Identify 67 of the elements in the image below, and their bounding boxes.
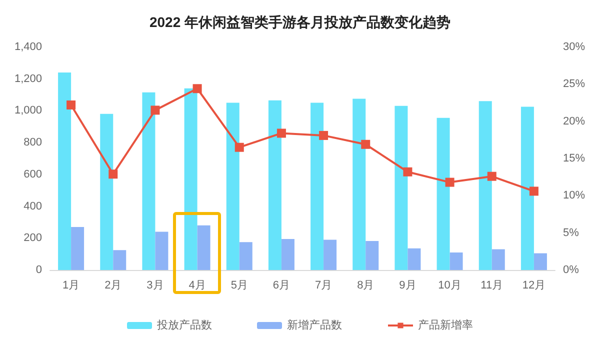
legend-label: 产品新增率	[418, 318, 473, 332]
y-tick-label: 600	[24, 168, 42, 180]
point	[276, 128, 286, 138]
bar	[197, 225, 210, 270]
bar	[239, 242, 252, 270]
point	[529, 186, 538, 196]
bar	[436, 118, 450, 270]
point	[150, 106, 160, 115]
x-tick-label: 9月	[399, 280, 416, 292]
bar	[394, 106, 408, 270]
point	[403, 167, 412, 176]
x-tick-label: 12月	[522, 280, 546, 292]
bar	[281, 238, 294, 270]
y-tick-label: 800	[24, 136, 42, 149]
y2-tick-label: 15%	[563, 152, 586, 164]
x-tick-label: 4月	[188, 280, 206, 292]
bar	[113, 250, 126, 270]
x-tick-label: 1月	[62, 280, 80, 292]
y-tick-label: 1,400	[14, 41, 42, 53]
y-tick-label: 1,000	[14, 104, 42, 117]
y-tick-label: 400	[24, 200, 42, 212]
x-tick-label: 5月	[230, 280, 248, 292]
point	[361, 140, 370, 149]
bar	[155, 232, 168, 270]
bar	[352, 98, 366, 270]
bar	[324, 240, 337, 270]
bar	[366, 241, 379, 270]
bar	[478, 101, 492, 270]
point	[66, 100, 76, 110]
point	[192, 84, 202, 94]
bar	[520, 106, 534, 270]
y-tick-label: 0	[36, 264, 42, 276]
bar	[100, 114, 114, 270]
bar	[268, 100, 282, 270]
point	[108, 170, 118, 179]
bar	[142, 92, 156, 270]
bar	[450, 252, 463, 270]
point	[445, 178, 454, 187]
x-tick-label: 11月	[480, 280, 504, 292]
y2-tick-label: 5%	[563, 226, 580, 239]
point	[234, 142, 244, 152]
bar	[58, 72, 72, 270]
y-tick-label: 1,200	[14, 72, 42, 85]
bar	[310, 102, 324, 270]
x-tick-label: 10月	[438, 280, 462, 292]
y-tick-label: 200	[24, 232, 42, 244]
y2-tick-label: 20%	[563, 115, 586, 128]
x-tick-label: 3月	[146, 280, 164, 292]
point	[487, 172, 496, 181]
x-tick-label: 7月	[314, 280, 332, 292]
bar	[71, 226, 84, 270]
x-tick-label: 6月	[272, 280, 290, 292]
legend-label: 投放产品数	[156, 318, 212, 332]
bar	[226, 102, 240, 270]
y2-tick-label: 25%	[563, 78, 586, 90]
x-tick-label: 2月	[104, 280, 122, 292]
y2-tick-label: 0%	[563, 264, 580, 276]
bar	[492, 249, 505, 270]
y2-tick-label: 30%	[563, 41, 586, 53]
legend-label: 新增产品数	[287, 318, 342, 332]
y2-tick-label: 10%	[563, 190, 586, 202]
bar	[534, 253, 547, 270]
point	[319, 130, 328, 140]
bar	[408, 248, 421, 270]
x-tick-label: 8月	[357, 280, 374, 292]
bar	[184, 88, 198, 270]
chart-title: 2022 年休闲益智类手游各月投放产品数变化趋势	[149, 14, 451, 30]
